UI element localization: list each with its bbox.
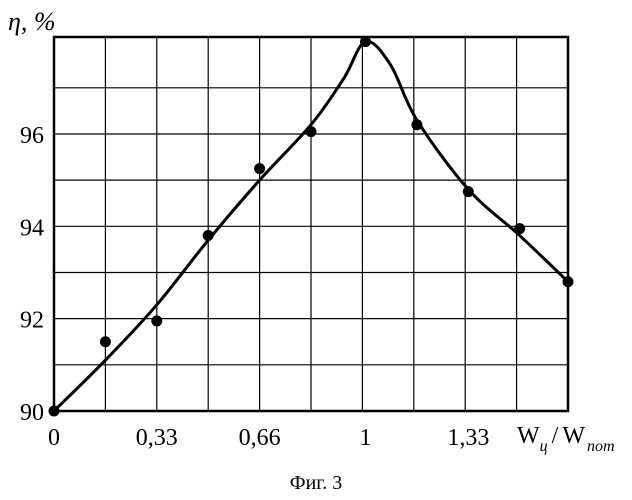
data-point — [203, 230, 214, 241]
x-axis-label: Wц/Wпот — [517, 423, 615, 455]
data-point — [151, 315, 162, 326]
x-label-sub: ц — [540, 438, 548, 455]
x-tick-label: 1,33 — [447, 425, 489, 451]
y-tick-labels: 90 92 94 96 — [20, 123, 44, 426]
x-tick-labels: 0 0,33 0,66 1 1,33 — [48, 425, 489, 451]
x-tick-label: 1 — [360, 425, 372, 451]
y-axis-label: η, % — [8, 7, 56, 36]
data-point — [360, 36, 371, 47]
x-label-sub2: пот — [587, 438, 615, 455]
y-tick-label: 94 — [20, 215, 44, 241]
y-tick-label: 96 — [20, 123, 44, 149]
data-point — [463, 186, 474, 197]
x-tick-label: 0 — [48, 425, 60, 451]
data-point — [306, 126, 317, 137]
x-tick-label: 0,66 — [239, 425, 281, 451]
grid — [54, 37, 568, 411]
chart: 00,330,6611,33 90929496 η, % Wц/Wпот — [0, 0, 632, 470]
x-label-main: W — [517, 423, 540, 449]
y-tick-label: 92 — [20, 308, 44, 334]
data-point — [514, 223, 525, 234]
x-label-main2: W — [562, 423, 585, 449]
y-tick-label: 90 — [20, 400, 44, 426]
data-point — [411, 119, 422, 130]
data-point — [49, 406, 60, 417]
x-label-slash: / — [552, 423, 559, 449]
data-point — [100, 336, 111, 347]
x-tick-label: 0,33 — [136, 425, 178, 451]
figure-caption: Фиг. 3 — [0, 472, 632, 495]
data-point — [563, 276, 574, 287]
data-point — [254, 163, 265, 174]
